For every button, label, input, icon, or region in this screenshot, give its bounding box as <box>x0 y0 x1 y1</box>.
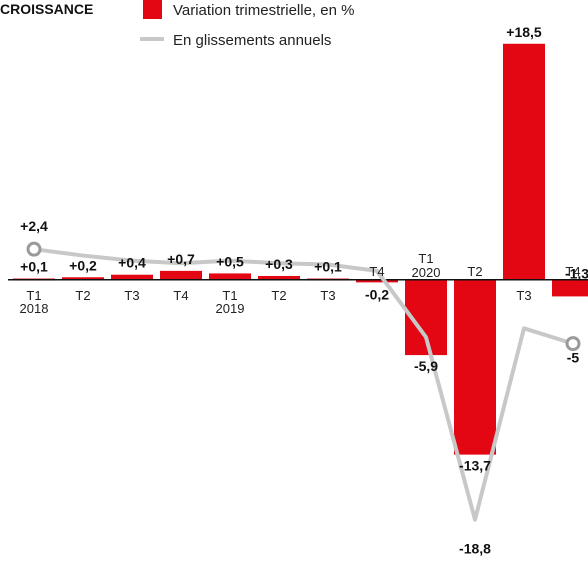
bar-series <box>13 43 588 455</box>
line-end-marker <box>565 336 581 352</box>
bar-value-label-9: -13,7 <box>459 458 491 474</box>
x-tick-year-4: 2019 <box>216 301 245 316</box>
line-value-label-0: +2,4 <box>20 218 48 234</box>
bar-value-label-0: +0,1 <box>20 259 48 275</box>
bar-5 <box>258 275 300 280</box>
x-tick-quarter-6: T3 <box>320 288 335 303</box>
x-tick-quarter-0: T1 <box>26 288 41 303</box>
bar-3 <box>160 270 202 280</box>
legend-bar-label: Variation trimestrielle, en % <box>173 2 354 19</box>
bar-value-label-5: +0,3 <box>265 256 293 272</box>
x-tick-quarter-10: T3 <box>516 288 531 303</box>
x-tick-quarter-11: T4 <box>565 264 580 279</box>
labels-layer: +0,1 +0,2 +0,4 +0,7 +0,5 +0,3 +0,1 -0,2 -5,9 -13,… <box>20 24 588 557</box>
bar-value-label-11: -1,3 <box>565 265 588 281</box>
x-tick-quarter-9: T2 <box>467 264 482 279</box>
x-tick-quarter-2: T3 <box>124 288 139 303</box>
line-value-label-11: -5 <box>567 350 580 366</box>
bar-11 <box>552 279 588 297</box>
bar-value-label-10: +18,5 <box>506 24 542 40</box>
x-tick-quarter-3: T4 <box>173 288 188 303</box>
line-value-label-9: -18,8 <box>459 541 491 557</box>
bar-1 <box>62 277 104 280</box>
bar-4 <box>209 273 251 280</box>
bar-value-label-1: +0,2 <box>69 257 97 273</box>
x-tick-quarter-7: T4 <box>369 264 384 279</box>
bar-value-label-7: -0,2 <box>365 286 389 302</box>
annual-line <box>32 247 575 522</box>
legend-bar-swatch <box>143 0 162 19</box>
bar-value-label-2: +0,4 <box>118 255 146 271</box>
legend-line-label: En glissements annuels <box>173 32 331 49</box>
bar-value-label-8: -5,9 <box>414 358 438 374</box>
chart-title: CROISSANCE <box>0 1 93 17</box>
bar-2 <box>111 274 153 280</box>
x-tick-year-8: 2020 <box>412 265 441 280</box>
bar-value-label-3: +0,7 <box>167 251 195 267</box>
bar-7 <box>356 279 398 283</box>
x-tick-quarter-8: T1 <box>418 251 433 266</box>
x-tick-year-0: 2018 <box>20 301 49 316</box>
bar-value-label-6: +0,1 <box>314 259 342 275</box>
bar-value-label-4: +0,5 <box>216 253 244 269</box>
bar-10 <box>503 43 545 280</box>
line-start-marker <box>26 241 42 257</box>
x-tick-quarter-1: T2 <box>75 288 90 303</box>
line-series <box>26 241 581 522</box>
bar-9 <box>454 279 496 455</box>
x-tick-quarter-4: T1 <box>222 288 237 303</box>
x-tick-quarter-5: T2 <box>271 288 286 303</box>
